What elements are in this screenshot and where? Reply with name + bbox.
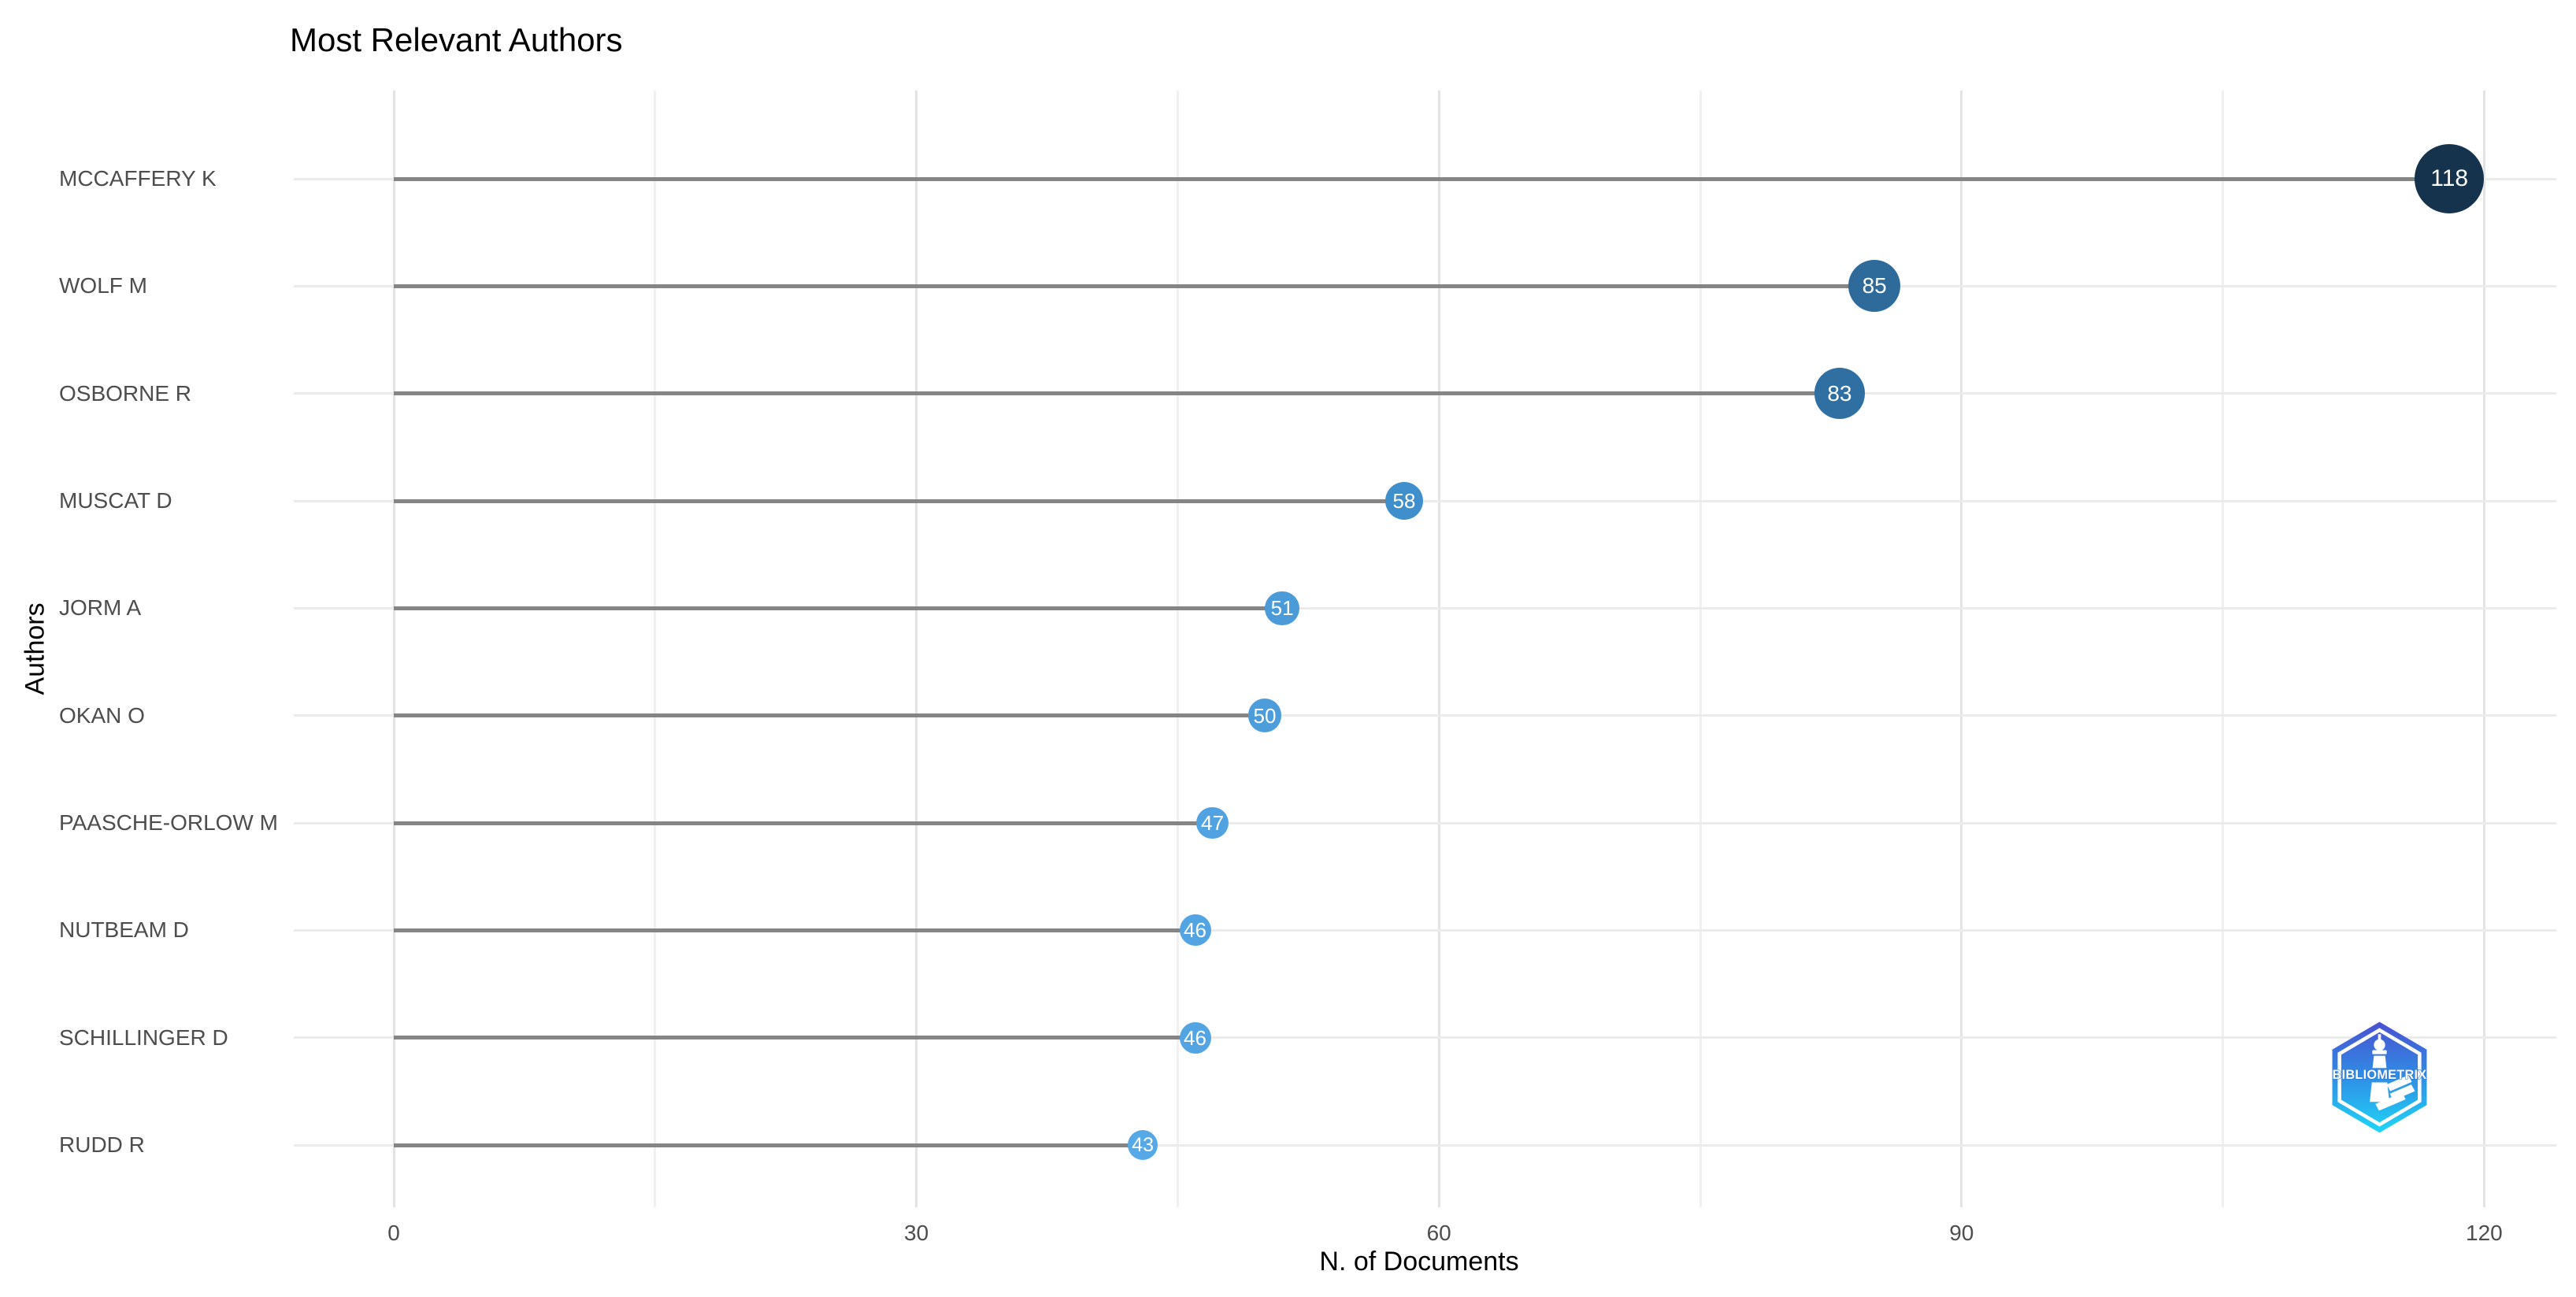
y-axis-title: Authors <box>20 602 50 695</box>
gridline-major-vertical <box>392 91 395 1207</box>
y-axis-category-label: MUSCAT D <box>59 488 172 513</box>
y-axis-category-label: PAASCHE-ORLOW M <box>59 810 278 836</box>
x-axis-title: N. of Documents <box>1319 1247 1519 1277</box>
lollipop-stem <box>394 1036 1195 1040</box>
category-gridline <box>294 928 2556 932</box>
data-point-dot: 43 <box>1128 1130 1158 1161</box>
logo-hexagon-ring <box>2337 1028 2422 1127</box>
category-gridline <box>294 1036 2556 1039</box>
category-gridline <box>294 499 2556 502</box>
gridline-major-vertical <box>915 91 918 1207</box>
data-point-dot: 47 <box>1196 806 1229 839</box>
y-axis-category-label: NUTBEAM D <box>59 917 189 943</box>
category-gridline <box>294 606 2556 610</box>
gridline-minor-vertical <box>1699 91 1702 1207</box>
y-axis-category-label: OKAN O <box>59 702 145 728</box>
gridline-major-vertical <box>1437 91 1440 1207</box>
category-gridline <box>294 714 2556 717</box>
data-point-dot: 83 <box>1814 368 1866 420</box>
data-point-dot: 85 <box>1848 260 1901 313</box>
y-axis-category-label: SCHILLINGER D <box>59 1025 228 1050</box>
y-axis-category-label: RUDD R <box>59 1132 145 1158</box>
data-point-dot: 118 <box>2415 143 2485 213</box>
lollipop-stem <box>394 821 1213 825</box>
chart-title: Most Relevant Authors <box>290 21 623 58</box>
data-point-dot: 46 <box>1179 1021 1211 1054</box>
y-axis-category-label: OSBORNE R <box>59 380 192 406</box>
x-axis-tick-label: 120 <box>2466 1221 2503 1245</box>
lollipop-stem <box>394 283 1875 288</box>
lollipop-stem <box>394 928 1195 932</box>
data-point-dot: 46 <box>1179 914 1211 947</box>
gridline-major-vertical <box>2482 91 2485 1207</box>
y-axis-category-label: JORM A <box>59 595 142 621</box>
data-point-dot: 51 <box>1265 591 1299 626</box>
bibliometrix-logo-icon: BIBLIOMETRIX <box>2332 1021 2427 1133</box>
data-point-dot: 58 <box>1384 482 1423 521</box>
data-point-dot: 50 <box>1247 699 1282 733</box>
x-axis-tick-label: 30 <box>904 1221 929 1245</box>
lollipop-stem <box>394 498 1404 503</box>
gridline-minor-vertical <box>1176 91 1179 1207</box>
gridline-minor-vertical <box>2222 91 2225 1207</box>
lollipop-stem <box>394 1143 1143 1147</box>
lollipop-stem <box>394 606 1283 610</box>
gridline-minor-vertical <box>654 91 657 1207</box>
x-axis-tick-label: 60 <box>1426 1221 1451 1245</box>
category-gridline <box>294 821 2556 825</box>
lighthouse-icon <box>2370 1034 2415 1111</box>
gridline-major-vertical <box>1960 91 1963 1207</box>
category-gridline <box>294 1143 2556 1147</box>
lollipop-stem <box>394 713 1265 718</box>
x-axis-tick-label: 90 <box>1949 1221 1974 1245</box>
lollipop-stem <box>394 176 2450 181</box>
x-axis-tick-label: 0 <box>387 1221 400 1245</box>
lollipop-stem <box>394 391 1840 396</box>
y-axis-category-label: MCCAFFERY K <box>59 166 217 191</box>
logo-hexagon <box>2332 1021 2427 1133</box>
logo-wordmark: BIBLIOMETRIX <box>2333 1068 2427 1082</box>
y-axis-category-label: WOLF M <box>59 273 147 298</box>
